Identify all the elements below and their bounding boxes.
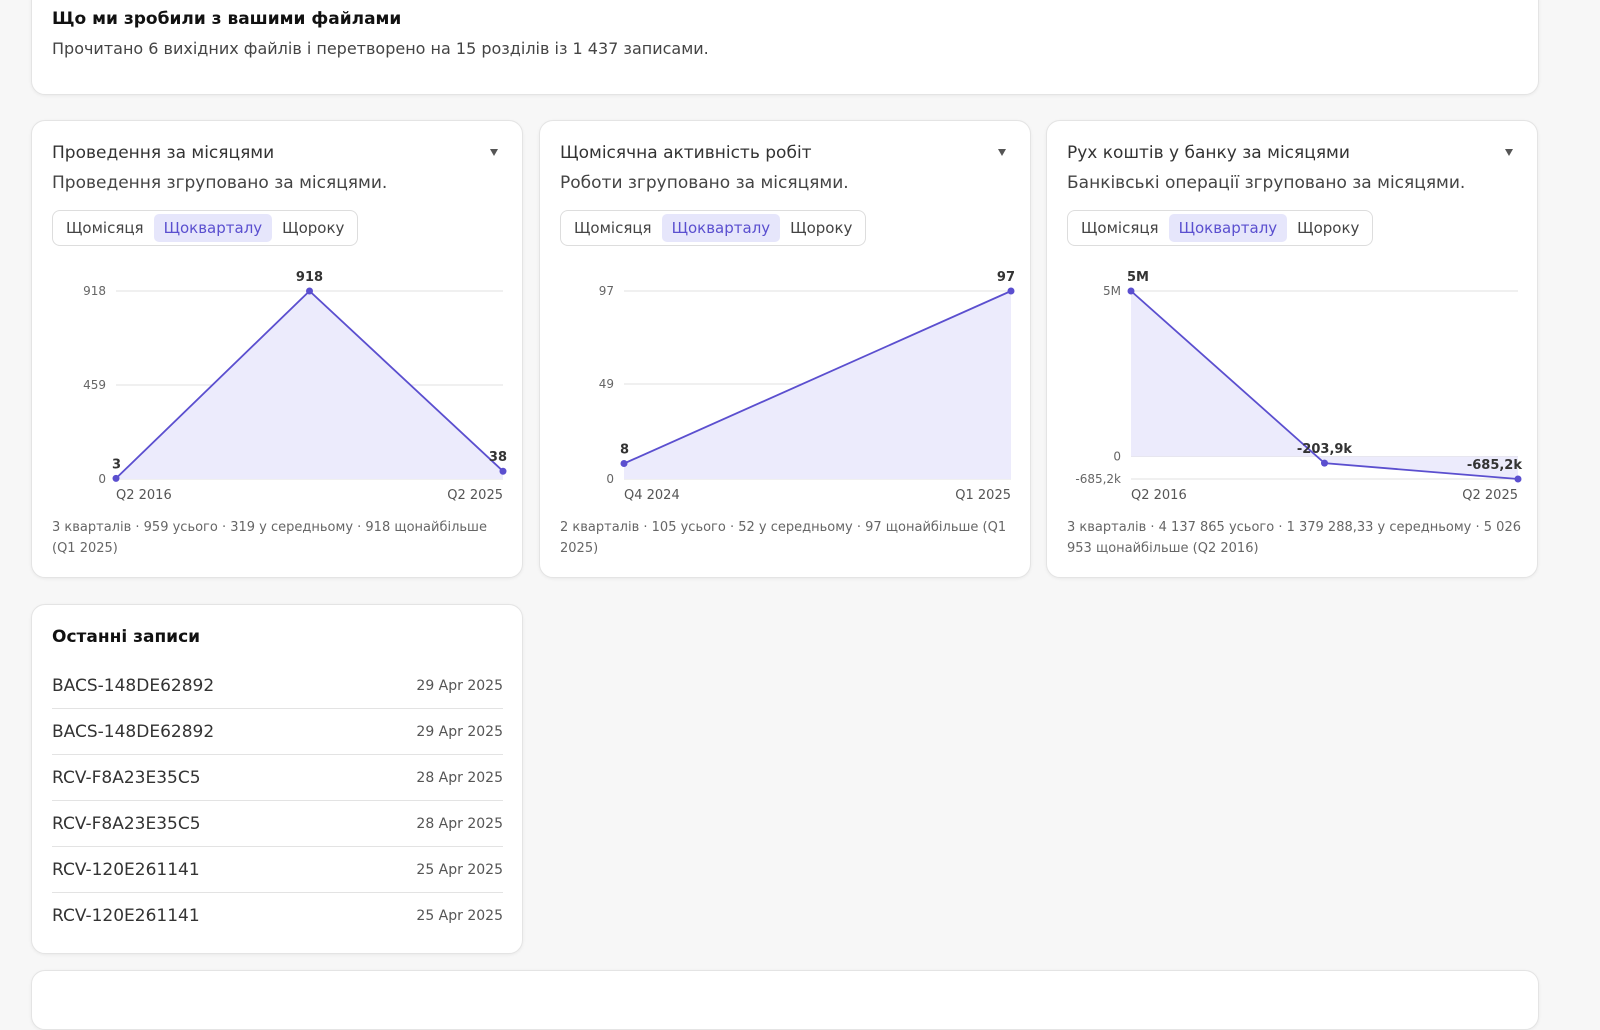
point — [499, 467, 507, 475]
summary-text: Прочитано 6 вихідних файлів і перетворен… — [52, 39, 709, 58]
line-chart: 0 49 97 8 Q4 2024 97 Q1 2025 — [599, 270, 1015, 503]
dropdown-caret[interactable] — [998, 149, 1006, 156]
line-chart: 0 459 918 3 Q2 2016 918 38 Q2 2025 — [83, 270, 507, 503]
y-tick-label: 0 — [1113, 449, 1121, 463]
chart-footnote: 3 кварталів · 959 усього · 319 у середнь… — [52, 520, 487, 556]
x-tick-label: Q4 2024 — [624, 488, 680, 503]
dropdown-caret[interactable] — [490, 149, 498, 156]
y-tick-label: 5M — [1103, 284, 1121, 298]
value-label: -203,9k — [1297, 442, 1353, 457]
record-date: 25 Apr 2025 — [416, 907, 503, 924]
period-tab[interactable]: Щороку — [282, 219, 345, 237]
period-tab[interactable]: Щороку — [790, 219, 853, 237]
area — [1131, 291, 1518, 479]
y-tick-label: 0 — [98, 472, 106, 486]
y-tick-label: 0 — [606, 472, 614, 486]
period-tab[interactable]: Щомісяця — [66, 219, 144, 237]
record-date: 29 Apr 2025 — [416, 677, 503, 694]
area — [116, 291, 503, 479]
summary-title: Що ми зробили з вашими файлами — [52, 9, 402, 29]
record-id: RCV-F8A23E35C5 — [52, 813, 201, 834]
x-tick-label: Q1 2025 — [955, 488, 1011, 503]
period-tab[interactable]: Щомісяця — [1081, 219, 1159, 237]
x-tick-label: Q2 2016 — [116, 488, 172, 503]
recent-card: Останні записи BACS-148DE62892 29 Apr 202… — [31, 604, 523, 954]
period-tabs: Щомісяця Щокварталу Щороку — [1067, 210, 1374, 246]
area — [624, 291, 1011, 479]
value-label: 918 — [296, 270, 323, 285]
summary-card: Що ми зробили з вашими файлами Прочитано… — [31, 0, 1539, 95]
record-row[interactable]: RCV-F8A23E35C5 28 Apr 2025 — [52, 755, 503, 801]
chart-title: Щомісячна активність робіт — [560, 143, 812, 163]
record-id: RCV-120E261141 — [52, 905, 200, 926]
y-tick-label: 49 — [599, 377, 614, 391]
record-row[interactable]: RCV-120E261141 25 Apr 2025 — [52, 893, 503, 938]
chart-title: Проведення за місяцями — [52, 143, 275, 163]
x-tick-label: Q2 2025 — [1462, 488, 1518, 503]
line — [623, 290, 1012, 465]
value-label: 5M — [1127, 270, 1149, 285]
point — [1007, 287, 1015, 295]
record-id: RCV-120E261141 — [52, 859, 200, 880]
period-tab[interactable]: Щокварталу — [153, 214, 273, 242]
chart-subtitle: Роботи згруповано за місяцями. — [560, 173, 849, 193]
point — [620, 459, 628, 467]
record-date: 28 Apr 2025 — [416, 815, 503, 832]
value-label: 38 — [489, 450, 507, 465]
period-tab[interactable]: Щомісяця — [574, 219, 652, 237]
record-row[interactable]: RCV-120E261141 25 Apr 2025 — [52, 847, 503, 893]
chart-footnote: 3 кварталів · 4 137 865 усього · 1 379 2… — [1067, 520, 1521, 556]
x-tick-label: Q2 2025 — [447, 488, 503, 503]
y-tick-label: -685,2k — [1075, 472, 1121, 486]
chart-card: Щомісячна активність робіт Роботи згрупов… — [539, 120, 1031, 578]
x-tick-label: Q2 2016 — [1131, 488, 1187, 503]
chart-subtitle: Банківські операції згруповано за місяця… — [1067, 173, 1466, 193]
record-row[interactable]: BACS-148DE62892 29 Apr 2025 — [52, 663, 503, 709]
record-date: 29 Apr 2025 — [416, 723, 503, 740]
period-tab[interactable]: Щокварталу — [1168, 214, 1288, 242]
period-tabs: Щомісяця Щокварталу Щороку — [560, 210, 867, 246]
recent-list: BACS-148DE62892 29 Apr 2025 BACS-148DE6289… — [52, 663, 503, 938]
chart-footnote: 2 кварталів · 105 усього · 52 у середньо… — [560, 520, 1007, 556]
dropdown-caret[interactable] — [1505, 149, 1513, 156]
value-label: 3 — [112, 457, 121, 472]
page: Що ми зробили з вашими файлами Прочитано… — [31, 0, 1539, 1030]
point — [1514, 475, 1522, 483]
next-card — [31, 970, 1539, 1030]
line-chart: -685,2k 0 5M 5M Q2 2016 -203,9k -685,2k Q2 2025 — [1075, 270, 1523, 503]
value-label: 8 — [620, 442, 629, 457]
point — [1127, 287, 1135, 295]
chart-subtitle: Проведення згруповано за місяцями. — [52, 173, 388, 193]
period-tab[interactable]: Щороку — [1297, 219, 1360, 237]
y-tick-label: 459 — [83, 378, 106, 392]
y-tick-label: 97 — [599, 284, 614, 298]
point — [306, 287, 313, 295]
record-row[interactable]: RCV-F8A23E35C5 28 Apr 2025 — [52, 801, 503, 847]
period-tab[interactable]: Щокварталу — [661, 214, 781, 242]
y-tick-label: 918 — [83, 284, 106, 298]
record-date: 25 Apr 2025 — [416, 861, 503, 878]
record-id: BACS-148DE62892 — [52, 721, 215, 742]
point — [112, 474, 120, 482]
chart-title: Рух коштів у банку за місяцями — [1067, 143, 1350, 163]
period-tabs: Щомісяця Щокварталу Щороку — [52, 210, 359, 246]
recent-title: Останні записи — [52, 627, 201, 647]
record-id: BACS-148DE62892 — [52, 675, 215, 696]
chart-card: Проведення за місяцями Проведення згрупов… — [31, 120, 523, 578]
point — [1321, 459, 1328, 467]
value-label: -685,2k — [1467, 458, 1523, 473]
value-label: 97 — [997, 270, 1015, 285]
record-id: RCV-F8A23E35C5 — [52, 767, 201, 788]
record-row[interactable]: BACS-148DE62892 29 Apr 2025 — [52, 709, 503, 755]
record-date: 28 Apr 2025 — [416, 769, 503, 786]
chart-card: Рух коштів у банку за місяцями Банківські… — [1046, 120, 1538, 578]
